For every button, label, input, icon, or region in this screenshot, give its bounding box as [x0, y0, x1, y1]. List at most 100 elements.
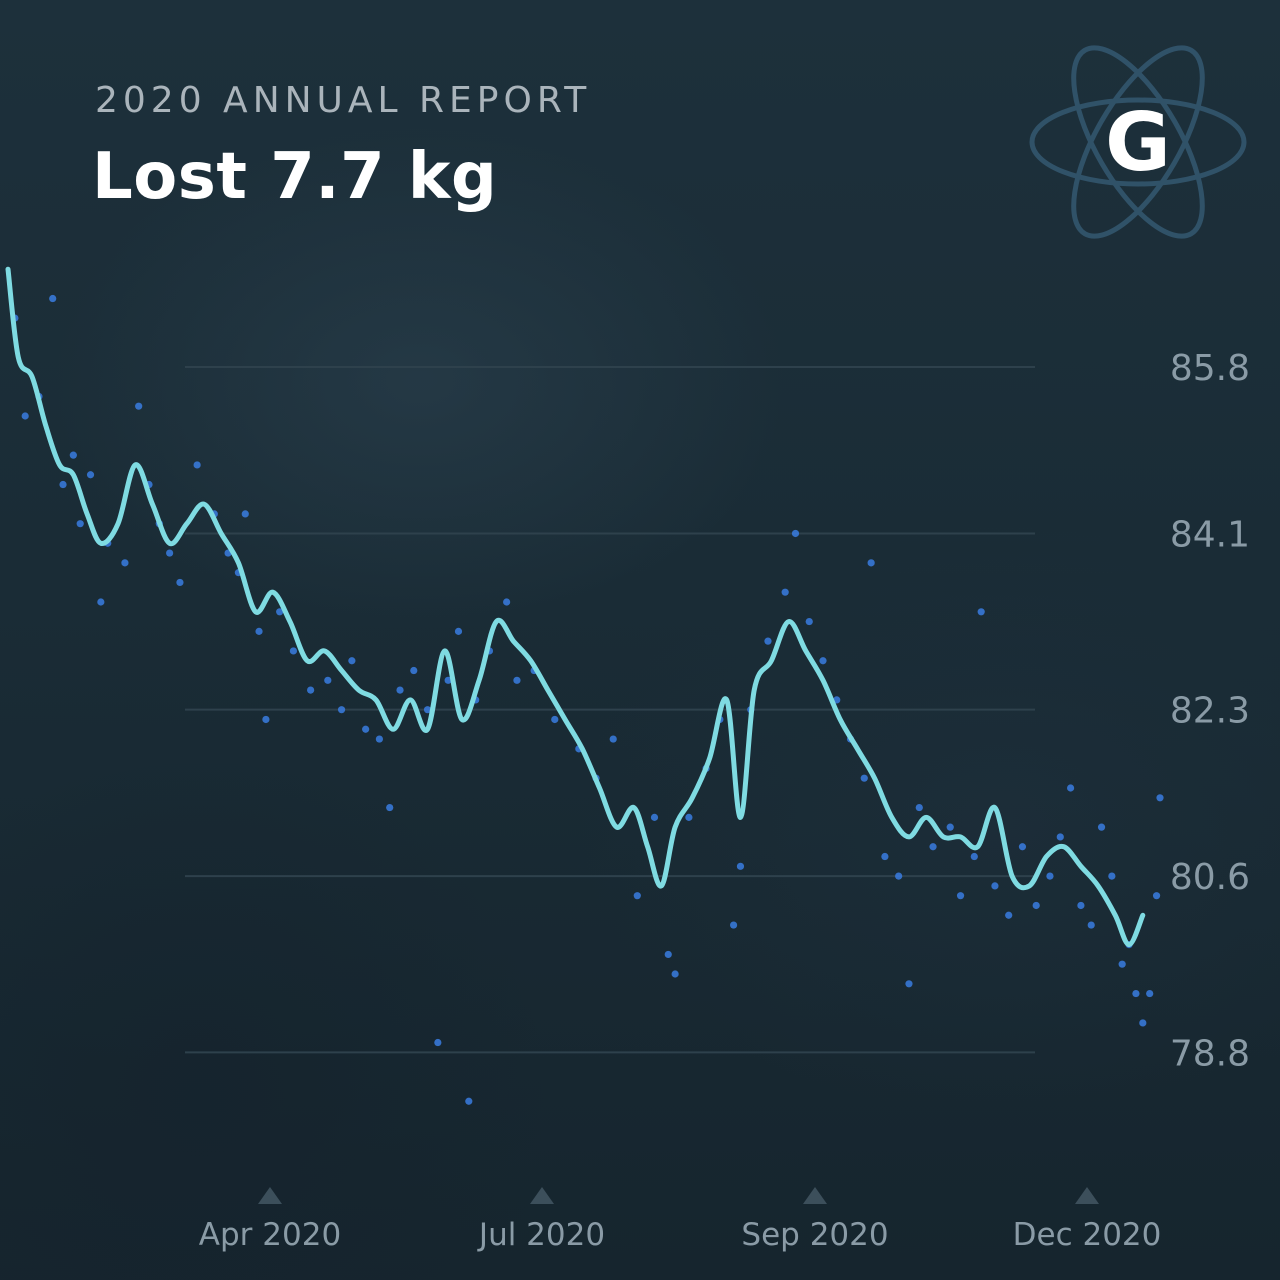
grid [185, 366, 1035, 1054]
data-point [881, 852, 889, 861]
data-point [991, 882, 999, 890]
data-point [1097, 823, 1106, 831]
data-point [977, 608, 985, 616]
data-point [609, 735, 617, 743]
data-point [76, 520, 84, 528]
weight-measurements [11, 294, 1164, 1105]
data-point [915, 803, 923, 812]
data-point [176, 578, 184, 587]
data-point [255, 627, 263, 635]
data-point [1146, 989, 1154, 998]
data-point [860, 774, 868, 782]
data-point [386, 803, 394, 812]
data-point [1066, 784, 1075, 792]
x-tick-marker [258, 1187, 282, 1204]
y-tick-label: 84.1 [1170, 514, 1250, 555]
data-point [193, 461, 201, 469]
data-point [781, 588, 789, 596]
data-point [956, 892, 965, 900]
atom-icon: G [1029, 45, 1247, 239]
x-tick-label: Jul 2020 [477, 1217, 605, 1253]
data-point [337, 706, 346, 714]
data-point [410, 666, 418, 675]
data-point [348, 657, 356, 665]
data-point [729, 921, 738, 929]
data-point [929, 843, 937, 851]
y-axis-ticks: 85.8 84.1 82.3 80.6 78.8 [1170, 348, 1250, 1074]
data-point [444, 676, 452, 684]
data-point [69, 451, 77, 459]
headline: Lost 7.7 kg [92, 140, 498, 214]
data-point [396, 686, 404, 694]
report-label: 2020 ANNUAL REPORT [95, 80, 592, 121]
data-point [49, 294, 57, 303]
data-point [241, 510, 249, 518]
data-point [671, 970, 679, 978]
x-tick-marker [803, 1187, 827, 1204]
data-point [1152, 892, 1161, 900]
data-point [324, 676, 332, 684]
data-point [307, 686, 315, 694]
data-point [970, 852, 978, 861]
weight-trend [5, 266, 1146, 948]
data-point [1018, 843, 1027, 851]
x-tick-marker [1075, 1187, 1099, 1204]
data-point [86, 471, 95, 479]
data-point [166, 549, 174, 557]
data-point [791, 529, 800, 538]
x-tick-marker [530, 1187, 554, 1204]
y-tick-label: 85.8 [1170, 348, 1250, 389]
data-point [503, 598, 511, 606]
data-point [1139, 1019, 1147, 1027]
data-point [1077, 901, 1085, 910]
data-point [867, 559, 875, 567]
trend-line [5, 266, 1146, 948]
data-point [819, 657, 827, 665]
data-point [650, 813, 659, 821]
data-point [1087, 921, 1095, 929]
data-point [289, 647, 298, 655]
data-point [423, 706, 432, 714]
y-tick-label: 80.6 [1170, 857, 1250, 898]
x-tick-label: Sep 2020 [741, 1217, 888, 1253]
data-point [895, 872, 903, 880]
data-point [276, 608, 284, 616]
data-point [362, 725, 370, 733]
data-point [465, 1097, 473, 1105]
data-point [1005, 911, 1013, 919]
data-point [434, 1038, 442, 1047]
data-point [1108, 872, 1116, 880]
y-tick-label: 78.8 [1170, 1033, 1250, 1074]
data-point [97, 598, 105, 606]
data-point [551, 715, 559, 724]
data-point [685, 813, 693, 821]
orbit-2 [1071, 45, 1205, 239]
data-point [21, 412, 29, 420]
data-point [905, 980, 913, 988]
data-point [59, 480, 67, 489]
data-point [664, 950, 672, 959]
data-point [1046, 872, 1054, 880]
data-point [121, 559, 129, 567]
data-point [805, 617, 813, 626]
x-tick-label: Dec 2020 [1013, 1217, 1162, 1253]
data-point [513, 676, 521, 684]
orbit-3 [1071, 45, 1205, 239]
data-point [375, 735, 383, 743]
orbit-1 [1029, 97, 1247, 187]
data-point [946, 823, 954, 831]
data-point [633, 892, 641, 900]
data-point [764, 637, 772, 645]
data-point [262, 715, 270, 724]
x-axis-markers [258, 1187, 1099, 1204]
data-point [454, 627, 463, 635]
data-point [1032, 901, 1040, 910]
data-point [1156, 794, 1164, 802]
data-point [1056, 833, 1064, 841]
x-axis-ticks: Apr 2020 Jul 2020 Sep 2020 Dec 2020 [199, 1217, 1162, 1253]
y-tick-label: 82.3 [1170, 691, 1250, 732]
data-point [1118, 960, 1126, 968]
x-tick-label: Apr 2020 [199, 1217, 341, 1253]
